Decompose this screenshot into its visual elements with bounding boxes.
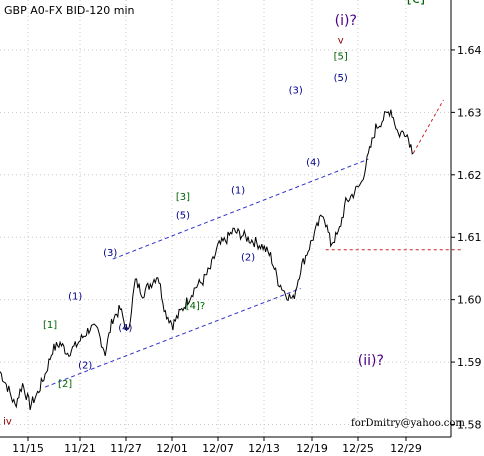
watermark: forDmitry@yahoo.com xyxy=(351,418,465,429)
x-tick-label: 12/13 xyxy=(248,442,280,455)
wave-label: (5) xyxy=(334,73,348,84)
channel-line xyxy=(44,287,301,388)
x-tick-label: 12/25 xyxy=(342,442,374,455)
projection-lines xyxy=(325,99,462,251)
y-tick-label: 1.58 xyxy=(457,419,482,432)
y-axis-ticks: 1.58 1.59 1.60 1.61 1.62 1.63 1.64 xyxy=(451,44,482,432)
wave-label: (4) xyxy=(118,323,132,334)
y-tick-label: 1.59 xyxy=(457,356,482,369)
plot-frame xyxy=(0,0,452,438)
wave-label: [3] xyxy=(176,192,190,203)
y-tick-label: 1.63 xyxy=(457,106,482,119)
x-axis-ticks: 11/15 11/21 11/27 12/01 12/07 12/13 12/19 12/25… xyxy=(12,437,422,455)
x-tick-label: 11/15 xyxy=(12,442,44,455)
y-tick-label: 1.64 xyxy=(457,44,482,57)
x-tick-label: 11/27 xyxy=(110,442,142,455)
wave-label: iv xyxy=(3,417,12,428)
wave-label: (2) xyxy=(78,360,92,371)
projection-line xyxy=(412,99,444,154)
grid xyxy=(0,0,451,437)
wave-label: [5] xyxy=(334,51,348,62)
channel-lines xyxy=(44,158,369,388)
x-tick-label: 11/21 xyxy=(64,442,96,455)
wave-label: (2) xyxy=(241,252,255,263)
wave-label: (3) xyxy=(289,86,303,97)
wave-label: [c] xyxy=(407,0,426,7)
y-tick-label: 1.61 xyxy=(457,231,482,244)
price-series xyxy=(0,109,414,411)
wave-label: (ii)? xyxy=(358,353,384,369)
wave-label: (i)? xyxy=(335,13,357,29)
x-tick-label: 12/29 xyxy=(390,442,422,455)
wave-label: (4) xyxy=(306,157,320,168)
price-line xyxy=(0,109,414,411)
y-tick-label: 1.62 xyxy=(457,169,482,182)
x-tick-label: 12/19 xyxy=(296,442,328,455)
wave-label: (5) xyxy=(176,211,190,222)
wave-label: (1) xyxy=(68,292,82,303)
channel-line xyxy=(112,158,369,260)
x-tick-label: 12/01 xyxy=(156,442,188,455)
wave-label: (1) xyxy=(231,186,245,197)
y-tick-label: 1.60 xyxy=(457,294,482,307)
x-tick-label: 12/07 xyxy=(202,442,234,455)
wave-label: [4]? xyxy=(186,301,205,312)
wave-label: v xyxy=(338,36,344,47)
wave-labels: iv [1] [2] (2) (1) (3) (4) (5) [3] [4]? (1) (2) (3) (… xyxy=(3,0,425,428)
wave-label: (3) xyxy=(103,248,117,259)
wave-label: [1] xyxy=(43,320,57,331)
wave-label: [2] xyxy=(58,379,72,390)
chart-title: GBP A0-FX BID-120 min xyxy=(4,4,135,17)
